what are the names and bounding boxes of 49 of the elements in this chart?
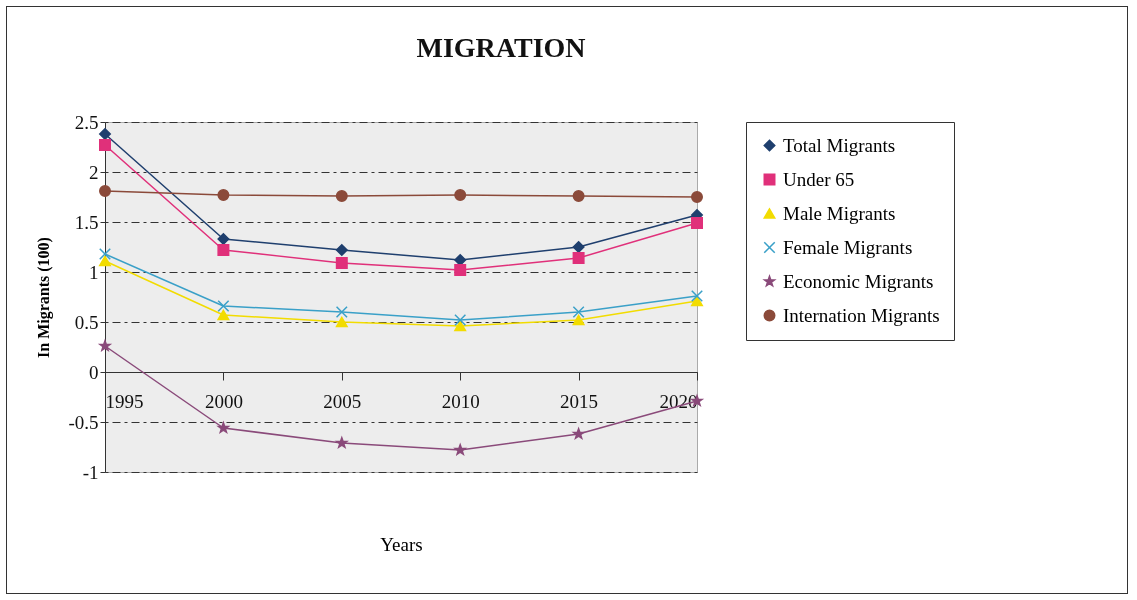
x-tick-label: 2005 [323, 390, 362, 412]
chart-title: MIGRATION [416, 32, 586, 63]
point [99, 139, 111, 151]
point [99, 185, 111, 197]
point [335, 316, 348, 328]
y-tick-label: -0.5 [68, 411, 99, 433]
y-tick-label: 2 [89, 161, 99, 183]
y-axis-title: In Migrants (100) [35, 237, 54, 358]
point [572, 252, 585, 264]
y-tick-label: 2.5 [74, 111, 99, 133]
point [454, 320, 467, 332]
point [454, 189, 467, 201]
legend-label: Under 65 [783, 168, 855, 190]
y-tick-label: 0 [89, 361, 99, 383]
x-tick-label: 1995 [105, 390, 144, 412]
point [217, 300, 230, 312]
point [572, 241, 585, 253]
x-tick-label: 2010 [441, 390, 480, 412]
point [691, 191, 703, 203]
point [99, 128, 111, 140]
y-tick-label: -1 [82, 461, 99, 483]
legend-label: Internation Migrants [783, 304, 940, 326]
point [454, 264, 467, 276]
point [335, 257, 348, 269]
point [691, 290, 703, 302]
point [99, 248, 111, 260]
legend-label: Female Migrants [783, 236, 913, 258]
x-tick-label: 2015 [560, 390, 599, 412]
x-axis-title: Years [380, 533, 423, 555]
point [217, 309, 230, 321]
point [335, 244, 348, 256]
point [217, 189, 230, 201]
point [335, 306, 348, 318]
point [217, 233, 230, 245]
point [572, 306, 585, 318]
legend-label: Male Migrants [783, 202, 896, 224]
point [99, 255, 111, 267]
point [572, 314, 585, 326]
point [572, 190, 585, 202]
point [217, 244, 230, 256]
point [454, 314, 467, 326]
y-tick-label: 1 [89, 261, 99, 283]
y-tick-label: 1.5 [74, 211, 99, 233]
y-tick-label: 0.5 [74, 311, 99, 333]
legend-label: Economic Migrants [783, 270, 934, 292]
point [691, 217, 703, 229]
legend-label: Total Migrants [783, 134, 896, 156]
x-tick-label: 2000 [204, 390, 243, 412]
point [335, 190, 348, 202]
